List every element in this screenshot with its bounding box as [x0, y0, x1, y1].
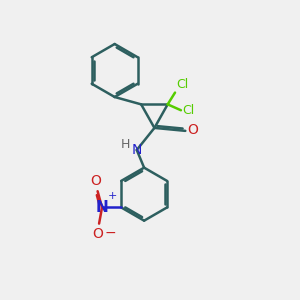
- Text: O: O: [188, 123, 199, 137]
- Text: −: −: [105, 226, 117, 240]
- Text: O: O: [92, 227, 103, 241]
- Text: Cl: Cl: [182, 104, 195, 117]
- Text: N: N: [132, 143, 142, 157]
- Text: O: O: [91, 174, 102, 188]
- Text: Cl: Cl: [176, 78, 189, 91]
- Text: N: N: [96, 200, 108, 215]
- Text: H: H: [121, 138, 130, 151]
- Text: +: +: [107, 191, 117, 201]
